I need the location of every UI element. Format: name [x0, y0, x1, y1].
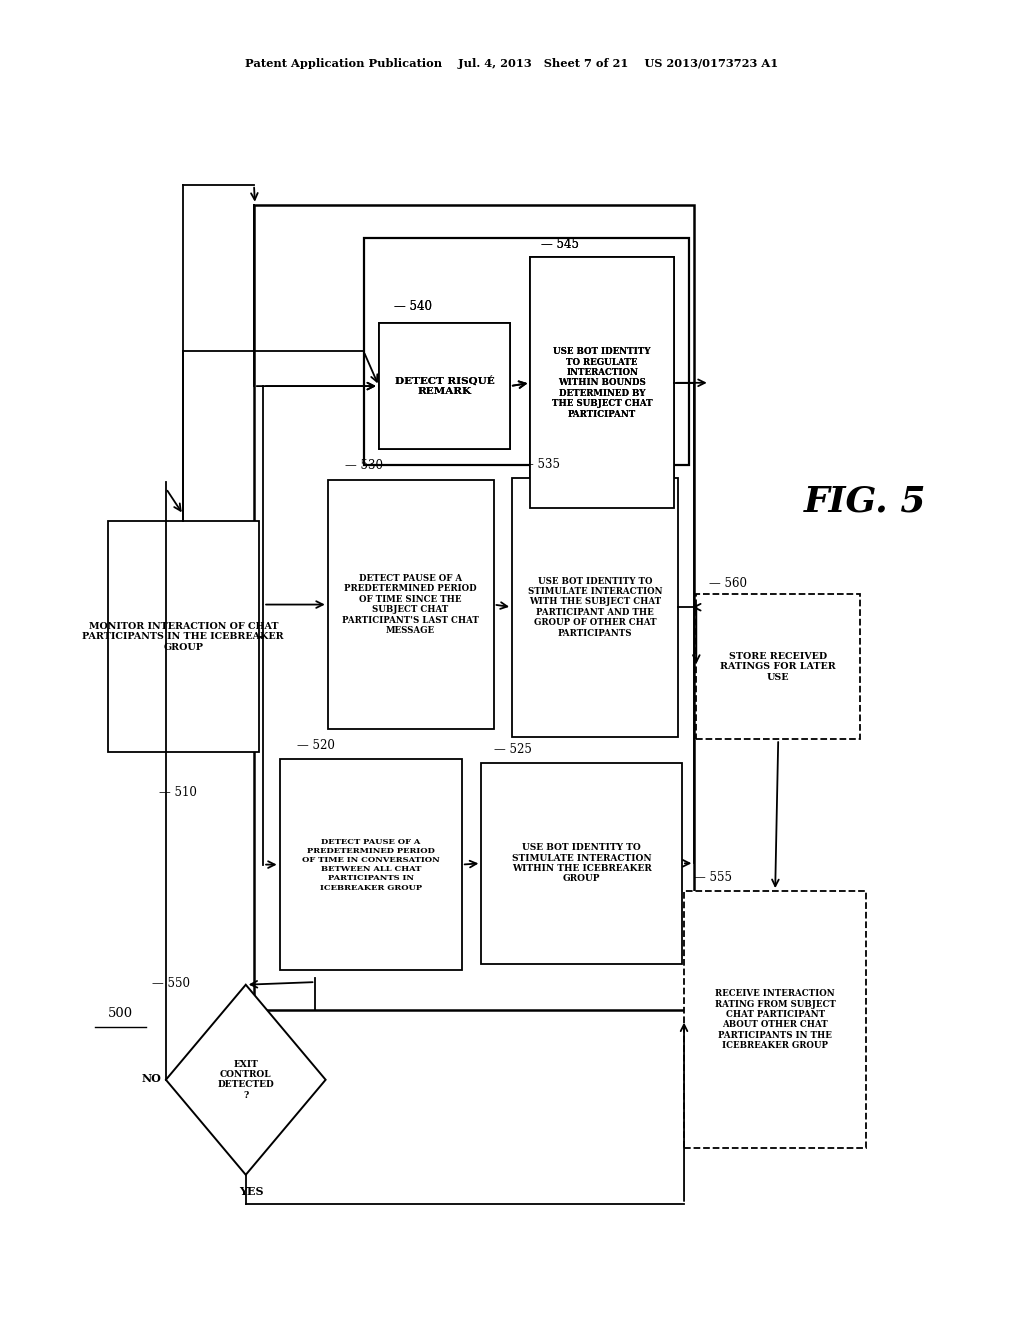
Text: DETECT PAUSE OF A
PREDETERMINED PERIOD
OF TIME IN CONVERSATION
BETWEEN ALL CHAT
: DETECT PAUSE OF A PREDETERMINED PERIOD O…: [302, 838, 439, 891]
FancyBboxPatch shape: [379, 323, 510, 449]
Text: FIG. 5: FIG. 5: [804, 484, 927, 519]
FancyBboxPatch shape: [481, 763, 682, 964]
FancyBboxPatch shape: [254, 205, 694, 1010]
Text: — 545: — 545: [541, 238, 579, 251]
Text: — 540: — 540: [394, 300, 432, 313]
Text: DETECT RISQUÉ
REMARK: DETECT RISQUÉ REMARK: [394, 376, 495, 396]
Polygon shape: [166, 985, 326, 1175]
Text: RECEIVE INTERACTION
RATING FROM SUBJECT
CHAT PARTICIPANT
ABOUT OTHER CHAT
PARTIC: RECEIVE INTERACTION RATING FROM SUBJECT …: [715, 989, 836, 1051]
Text: USE BOT IDENTITY
TO REGULATE
INTERACTION
WITHIN BOUNDS
DETERMINED BY
THE SUBJECT: USE BOT IDENTITY TO REGULATE INTERACTION…: [552, 347, 652, 418]
Text: — 530: — 530: [345, 459, 383, 473]
Text: NO: NO: [141, 1073, 162, 1084]
Text: YES: YES: [239, 1187, 263, 1197]
Text: — 540: — 540: [394, 300, 432, 313]
Text: — 520: — 520: [297, 739, 335, 752]
Text: — 545: — 545: [541, 238, 579, 251]
Text: — 560: — 560: [709, 577, 746, 590]
Text: — 535: — 535: [522, 458, 560, 471]
Text: MONITOR INTERACTION OF CHAT
PARTICIPANTS IN THE ICEBREAKER
GROUP: MONITOR INTERACTION OF CHAT PARTICIPANTS…: [83, 622, 284, 652]
Text: — 510: — 510: [159, 785, 197, 799]
Text: — 550: — 550: [152, 977, 189, 990]
Text: USE BOT IDENTITY TO
STIMULATE INTERACTION
WITH THE SUBJECT CHAT
PARTICIPANT AND : USE BOT IDENTITY TO STIMULATE INTERACTIO…: [527, 577, 663, 638]
Text: DETECT PAUSE OF A
PREDETERMINED PERIOD
OF TIME SINCE THE
SUBJECT CHAT
PARTICIPAN: DETECT PAUSE OF A PREDETERMINED PERIOD O…: [342, 574, 479, 635]
Text: Patent Application Publication    Jul. 4, 2013   Sheet 7 of 21    US 2013/017372: Patent Application Publication Jul. 4, 2…: [246, 58, 778, 69]
Text: EXIT
CONTROL
DETECTED
?: EXIT CONTROL DETECTED ?: [217, 1060, 274, 1100]
FancyBboxPatch shape: [280, 759, 462, 970]
FancyBboxPatch shape: [379, 323, 510, 449]
FancyBboxPatch shape: [512, 478, 678, 737]
Text: — 525: — 525: [494, 743, 531, 756]
FancyBboxPatch shape: [530, 257, 674, 508]
FancyBboxPatch shape: [684, 891, 866, 1148]
Text: USE BOT IDENTITY
TO REGULATE
INTERACTION
WITHIN BOUNDS
DETERMINED BY
THE SUBJECT: USE BOT IDENTITY TO REGULATE INTERACTION…: [552, 347, 652, 418]
Text: — 555: — 555: [694, 871, 732, 884]
Text: 500: 500: [109, 1007, 133, 1020]
FancyBboxPatch shape: [696, 594, 860, 739]
FancyBboxPatch shape: [364, 238, 689, 465]
Text: DETECT RISQUÉ
REMARK: DETECT RISQUÉ REMARK: [394, 376, 495, 396]
Text: USE BOT IDENTITY TO
STIMULATE INTERACTION
WITHIN THE ICEBREAKER
GROUP: USE BOT IDENTITY TO STIMULATE INTERACTIO…: [512, 843, 651, 883]
FancyBboxPatch shape: [530, 257, 674, 508]
FancyBboxPatch shape: [328, 480, 494, 729]
Text: STORE RECEIVED
RATINGS FOR LATER
USE: STORE RECEIVED RATINGS FOR LATER USE: [720, 652, 837, 681]
FancyBboxPatch shape: [108, 521, 259, 752]
